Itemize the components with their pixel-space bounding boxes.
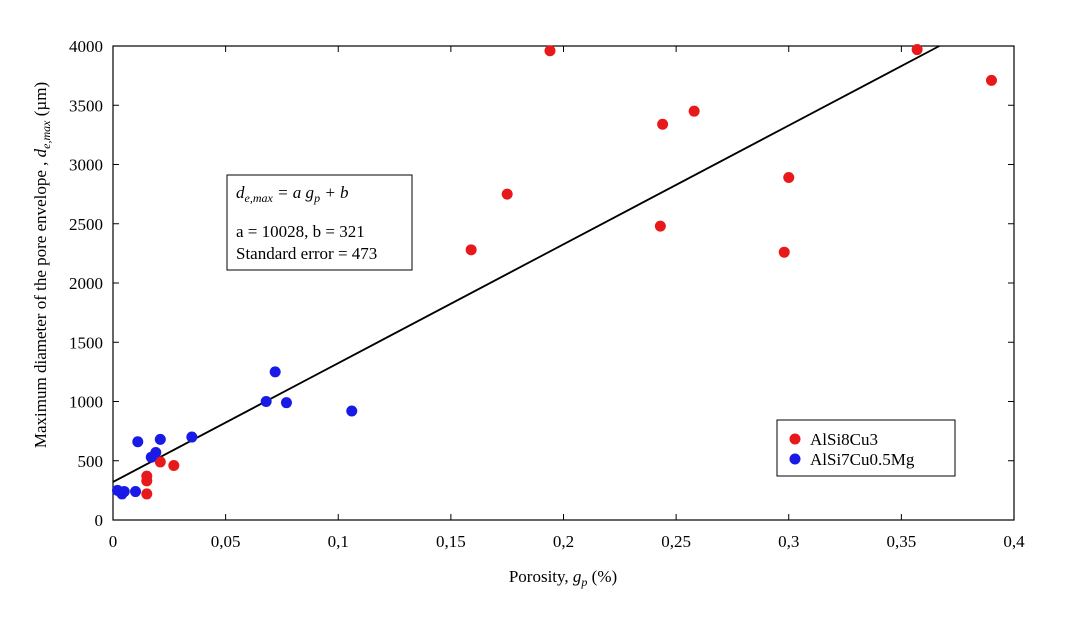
legend-label-alsi7cu05mg: AlSi7Cu0.5Mg xyxy=(810,450,915,469)
data-point-alsi7cu05mg xyxy=(154,433,166,445)
data-point-alsi8cu3 xyxy=(141,470,153,482)
legend-marker-alsi8cu3 xyxy=(789,433,801,445)
data-point-alsi8cu3 xyxy=(168,459,180,471)
y-tick-label: 500 xyxy=(78,452,104,471)
data-point-alsi8cu3 xyxy=(985,74,997,86)
y-axis-ticks: 0 500 1000 1500 2000 2500 3000 3500 4000 xyxy=(69,37,1014,530)
x-tick-label: 0,05 xyxy=(211,532,241,551)
x-tick-label: 0,15 xyxy=(436,532,466,551)
data-point-alsi7cu05mg xyxy=(150,446,162,458)
data-point-alsi8cu3 xyxy=(688,105,700,117)
y-tick-label: 3500 xyxy=(69,96,103,115)
y-axis-title: Maximum diameter of the pore envelope , … xyxy=(31,82,53,448)
y-tick-label: 1000 xyxy=(69,393,103,412)
y-tick-label: 2000 xyxy=(69,274,103,293)
y-tick-label: 0 xyxy=(95,511,104,530)
data-point-alsi7cu05mg xyxy=(186,431,198,443)
x-tick-label: 0,25 xyxy=(661,532,691,551)
equation-text: de,max = a gp + b xyxy=(236,183,349,205)
data-point-alsi7cu05mg xyxy=(269,366,281,378)
data-point-alsi7cu05mg xyxy=(346,405,358,417)
regression-line xyxy=(112,45,940,483)
x-tick-label: 0,4 xyxy=(1003,532,1025,551)
data-point-alsi7cu05mg xyxy=(280,397,292,409)
data-point-alsi8cu3 xyxy=(501,188,513,200)
y-tick-label: 2500 xyxy=(69,215,103,234)
x-tick-label: 0,35 xyxy=(887,532,917,551)
data-point-alsi8cu3 xyxy=(778,246,790,258)
fit-params-text: a = 10028, b = 321 xyxy=(236,222,365,241)
data-point-alsi8cu3 xyxy=(654,220,666,232)
data-point-alsi8cu3 xyxy=(465,244,477,256)
regression-line-group xyxy=(112,45,940,483)
data-point-alsi7cu05mg xyxy=(130,486,142,498)
x-tick-label: 0,2 xyxy=(553,532,574,551)
data-point-alsi8cu3 xyxy=(141,488,153,500)
y-tick-label: 1500 xyxy=(69,333,103,352)
legend: AlSi8Cu3 AlSi7Cu0.5Mg xyxy=(776,419,956,477)
data-point-alsi7cu05mg xyxy=(260,396,272,407)
x-tick-label: 0,1 xyxy=(328,532,349,551)
data-point-alsi8cu3 xyxy=(783,172,795,184)
data-point-alsi7cu05mg xyxy=(118,486,130,498)
data-point-alsi8cu3 xyxy=(544,45,556,57)
data-points xyxy=(112,44,997,500)
legend-label-alsi8cu3: AlSi8Cu3 xyxy=(810,430,878,449)
data-point-alsi8cu3 xyxy=(911,44,923,56)
x-axis-ticks: 0 0,05 0,1 0,15 0,2 0,25 0,3 0,35 0,4 xyxy=(109,46,1025,551)
data-point-alsi8cu3 xyxy=(657,118,669,130)
std-error-text: Standard error = 473 xyxy=(236,244,377,263)
x-tick-label: 0 xyxy=(109,532,118,551)
data-point-alsi7cu05mg xyxy=(132,436,144,448)
y-tick-label: 4000 xyxy=(69,37,103,56)
x-axis-title: Porosity, gp (%) xyxy=(509,567,617,589)
legend-marker-alsi7cu05mg xyxy=(789,453,801,465)
y-tick-label: 3000 xyxy=(69,156,103,175)
equation-box: de,max = a gp + b a = 10028, b = 321 Sta… xyxy=(226,174,413,271)
x-tick-label: 0,3 xyxy=(778,532,799,551)
data-point-alsi8cu3 xyxy=(154,456,166,468)
